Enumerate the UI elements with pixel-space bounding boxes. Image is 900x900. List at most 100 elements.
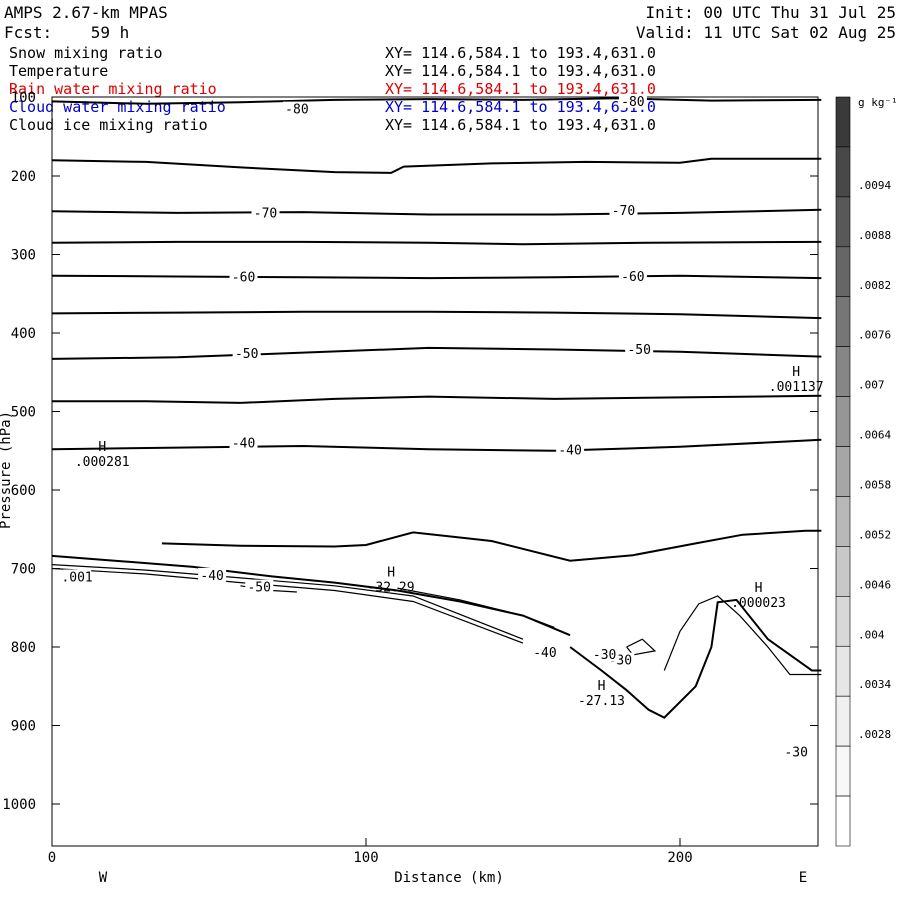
colorbar-swatch [835,346,851,397]
y-tick-label: 200 [11,169,36,185]
y-tick-label: 100 [11,90,36,106]
contour-label: -70 [254,206,277,221]
maximum-marker: H [387,565,395,580]
contour-label: -60 [232,271,255,286]
label-mask [229,269,258,284]
contour-labels: -80 -80 -70 -70 -60 -60 -50 -50 -40 -40 -40 -30 -30 H… [61,93,824,761]
maximum-value: .000023 [731,596,786,611]
colorbar-swatch [835,795,851,847]
hydrometeor-contour-line [663,595,822,676]
contour-label: -40 [533,646,556,661]
label-mask [556,442,585,457]
colorbar-swatch [835,546,851,597]
hydrometeor-contour-line [51,564,524,640]
contour-label: -30 [784,746,807,761]
label-mask [198,567,227,582]
contour-label: -50 [627,343,650,358]
temperature-contour-line [51,208,822,216]
hydrometeor-contour-line [51,567,524,644]
colorbar-swatch [835,396,851,447]
y-tick-label: 300 [11,248,36,264]
label-mask [618,93,647,108]
label-mask [245,579,274,594]
label-mask [782,744,811,759]
maximum-value: .000281 [75,455,130,470]
colorbar-swatch [835,146,851,198]
label-mask [229,435,258,450]
colorbar-label: .007 [858,379,885,392]
temperature-contour-line [51,240,822,246]
temperature-contour-line [161,529,822,562]
y-tick-label: 900 [11,719,36,735]
colorbar-label: .0076 [858,329,891,342]
contour-label: -70 [612,204,635,219]
hydrometeor-contour-line [626,638,657,656]
colorbar-label: .0094 [858,179,891,192]
field-name: Snow mixing ratio [9,44,163,62]
field-xy-range: XY= 114.6,584.1 to 193.4,631.0 [385,98,656,116]
contour-label: .001 [61,570,92,585]
colorbar-swatch [835,745,851,797]
colorbar-label: .0064 [858,429,891,442]
temperature-contour-line [52,394,822,404]
contour-label: -40 [558,443,581,458]
colorbar-label: .0028 [858,728,891,741]
field-xy-range: XY= 114.6,584.1 to 193.4,631.0 [385,44,656,62]
label-mask [618,268,647,283]
contour-label: -50 [235,347,258,362]
temperature-contour-line [51,554,571,637]
maximum-value: .001137 [769,380,824,395]
label-mask [590,647,619,662]
temperature-contour-line [51,97,822,105]
x-tick-label: 200 [667,850,692,866]
maximum-marker: H [598,679,606,694]
maximum-value: -32.29 [368,580,415,595]
y-axis-label: Pressure (hPa) [0,411,14,529]
temperature-contour-line [569,598,822,719]
contour-label: -40 [200,569,223,584]
temperature-contours [51,97,822,719]
colorbar-label: .004 [858,628,885,641]
colorbar-swatch [835,695,851,747]
plot-frame [51,96,819,847]
colorbar-label: .0088 [858,229,891,242]
maximum-value: -27.13 [578,694,625,709]
contour-label: -50 [247,581,270,596]
model-title: AMPS 2.67-km MPAS [4,3,168,22]
colorbar-label: .0082 [858,279,891,292]
colorbar-swatch [835,96,851,148]
x-tick-label: 0 [48,850,56,866]
y-tick-label: 700 [11,562,36,578]
colorbar-swatch [835,645,851,697]
colorbar-label: .0046 [858,578,891,591]
x-axis-label: Distance (km) [394,870,504,886]
colorbar-label: .0052 [858,528,891,541]
colorbar-swatch [835,296,851,347]
contour-label: -80 [621,95,644,110]
hydrometeor-contour-line [397,587,555,628]
init-time: Init: 00 UTC Thu 31 Jul 25 [646,3,896,22]
colorbar-label: .0034 [858,678,891,691]
field-name: Cloud ice mixing ratio [9,116,208,134]
colorbar: g kg⁻¹ .0094 .0088 .0082 .0076 .007 .0064 .0058… [835,96,898,847]
label-mask [530,644,559,659]
colorbar-swatch [835,496,851,547]
west-label: W [99,870,108,886]
field-xy-range: XY= 114.6,584.1 to 193.4,631.0 [385,80,656,98]
label-mask [625,341,654,356]
field-name: Temperature [9,62,108,80]
east-label: E [799,870,807,886]
contour-label: -80 [285,103,308,118]
field-name: Rain water mixing ratio [9,80,217,98]
label-mask [232,345,261,360]
y-tick-label: 1000 [2,797,36,813]
field-xy-range: XY= 114.6,584.1 to 193.4,631.0 [385,116,656,134]
colorbar-swatch [835,446,851,497]
temperature-contour-line [51,346,822,360]
label-mask [251,205,280,220]
field-name: Cloud water mixing ratio [9,98,226,116]
label-mask [63,569,92,584]
contour-label: -30 [593,648,616,663]
